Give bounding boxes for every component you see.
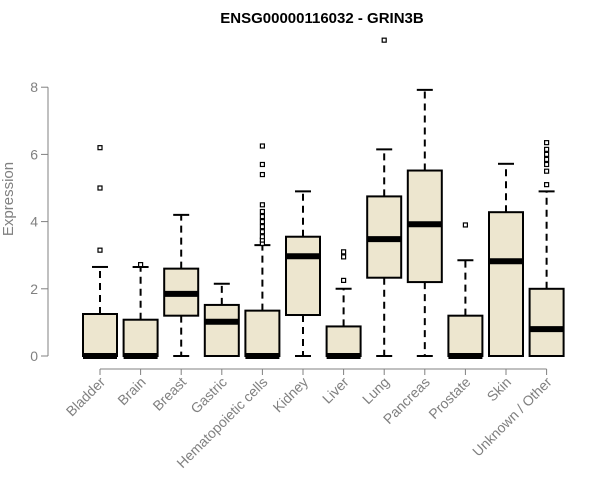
outlier-point (259, 229, 265, 235)
outlier-point (543, 151, 550, 157)
x-tick-label: Skin (484, 374, 515, 405)
y-tick-label: 8 (30, 79, 38, 95)
y-axis-label: Expression (0, 162, 17, 236)
chart-title: ENSG00000116032 - GRIN3B (220, 10, 424, 27)
box-body (82, 313, 118, 357)
outlier-point (259, 143, 265, 149)
box-body (203, 303, 240, 358)
outlier-point (543, 156, 550, 163)
y-tick-label: 4 (30, 214, 38, 230)
outlier-point (259, 234, 265, 240)
x-tick-label: Kidney (270, 374, 312, 416)
outlier-point (381, 37, 387, 43)
box-liver (325, 249, 362, 359)
outlier-point (259, 171, 265, 178)
y-tick-label: 2 (30, 281, 38, 297)
box-body (244, 309, 281, 358)
boxes-group (82, 37, 565, 359)
box-brain (122, 262, 159, 359)
box-unknown-other (528, 140, 565, 357)
outlier-point (259, 213, 265, 220)
outlier-point (341, 254, 347, 260)
x-tick-label: Breast (149, 374, 189, 414)
box-prostate (447, 222, 484, 359)
outlier-point (259, 219, 265, 225)
box-body (285, 235, 321, 317)
box-body (325, 325, 362, 358)
outlier-point (543, 161, 550, 168)
outlier-point (462, 222, 468, 228)
box-hematopoietic-cells (244, 143, 281, 359)
x-tick-label: Bladder (63, 374, 109, 420)
outlier-point (97, 185, 103, 191)
outlier-point (543, 140, 550, 146)
box-bladder (82, 145, 118, 359)
outlier-point (543, 146, 550, 152)
box-body (488, 211, 524, 357)
box-gastric (203, 282, 240, 358)
box-breast (163, 213, 200, 357)
outlier-point (138, 262, 144, 268)
y-tick-label: 6 (30, 146, 38, 162)
box-lung (366, 37, 403, 357)
x-tick-label: Liver (319, 374, 352, 407)
box-kidney (285, 190, 321, 357)
x-tick-label: Lung (359, 374, 392, 407)
x-tick-label: Prostate (425, 374, 473, 422)
outlier-point (259, 224, 265, 230)
x-tick-label: Brain (114, 374, 148, 408)
box-skin (488, 162, 524, 357)
outlier-point (97, 247, 103, 253)
box-pancreas (406, 88, 443, 357)
outlier-point (259, 208, 265, 215)
box-body (122, 318, 159, 358)
outlier-point (543, 168, 550, 174)
y-tick-label: 0 (30, 348, 38, 364)
box-body (528, 287, 565, 357)
y-axis: 0 2 4 6 8 (30, 79, 49, 364)
outlier-point (341, 277, 347, 283)
outlier-point (259, 161, 265, 168)
outlier-point (97, 145, 103, 151)
outlier-point (259, 202, 265, 208)
outlier-point (543, 182, 550, 188)
outlier-point (341, 249, 347, 255)
box-body (447, 314, 484, 357)
